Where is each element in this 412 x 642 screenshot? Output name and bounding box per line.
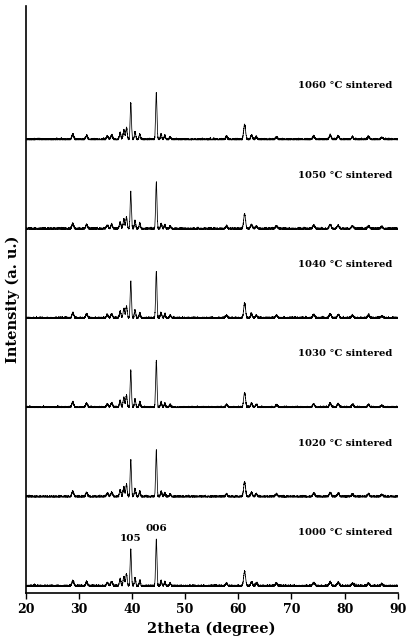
X-axis label: 2theta (degree): 2theta (degree) bbox=[147, 622, 276, 636]
Text: 1040 °C sintered: 1040 °C sintered bbox=[298, 260, 393, 269]
Text: 006: 006 bbox=[145, 524, 167, 533]
Text: 1020 °C sintered: 1020 °C sintered bbox=[298, 438, 393, 447]
Text: 1030 °C sintered: 1030 °C sintered bbox=[298, 349, 393, 358]
Text: 1060 °C sintered: 1060 °C sintered bbox=[298, 82, 393, 91]
Y-axis label: Intensity (a. u.): Intensity (a. u.) bbox=[5, 236, 20, 363]
Text: 105: 105 bbox=[120, 534, 142, 543]
Text: 1000 °C sintered: 1000 °C sintered bbox=[298, 528, 393, 537]
Text: 1050 °C sintered: 1050 °C sintered bbox=[298, 171, 393, 180]
